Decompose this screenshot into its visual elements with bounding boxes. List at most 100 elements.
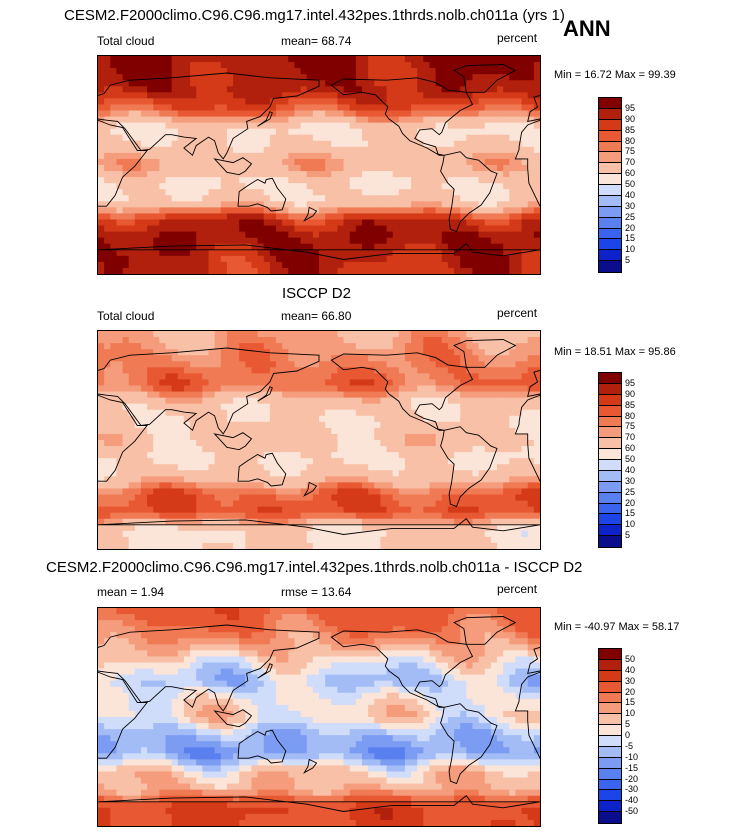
contour-cell bbox=[472, 343, 480, 350]
contour-cell bbox=[190, 98, 197, 106]
contour-cell bbox=[454, 134, 461, 142]
contour-cell bbox=[257, 464, 265, 471]
contour-cell bbox=[300, 452, 308, 459]
contour-cell bbox=[153, 158, 160, 166]
contour-cell bbox=[355, 146, 363, 154]
panel2-map bbox=[97, 330, 541, 550]
contour-cell bbox=[441, 409, 449, 417]
contour-cell bbox=[533, 237, 540, 245]
contour-cell bbox=[497, 219, 504, 227]
contour-cell bbox=[355, 518, 363, 526]
contour-cell bbox=[380, 122, 388, 130]
contour-cell bbox=[386, 494, 394, 502]
contour-cell bbox=[343, 446, 351, 453]
contour-cell bbox=[503, 427, 510, 435]
contour-cell bbox=[202, 195, 210, 202]
contour-cell bbox=[331, 524, 339, 532]
contour-cell bbox=[325, 68, 332, 75]
contour-cell bbox=[386, 110, 394, 118]
contour-cell bbox=[263, 506, 271, 514]
contour-cell bbox=[220, 237, 228, 245]
contour-cell bbox=[380, 165, 388, 172]
contour-cell bbox=[239, 201, 246, 208]
contour-cell bbox=[435, 152, 443, 160]
contour-cell bbox=[183, 261, 191, 269]
contour-cell bbox=[509, 361, 517, 368]
contour-cell bbox=[177, 267, 185, 274]
contour-cell bbox=[454, 361, 461, 368]
contour-cell bbox=[454, 464, 461, 471]
contour-cell bbox=[497, 134, 504, 142]
contour-cell bbox=[263, 158, 271, 166]
contour-cell bbox=[441, 56, 449, 63]
contour-cell bbox=[349, 385, 357, 393]
contour-cell bbox=[245, 86, 253, 93]
contour-cell bbox=[153, 452, 160, 459]
contour-cell bbox=[460, 415, 467, 423]
contour-cell bbox=[128, 373, 136, 381]
contour-cell bbox=[263, 122, 271, 130]
contour-cell bbox=[374, 146, 381, 154]
contour-cell bbox=[355, 512, 363, 520]
contour-cell bbox=[380, 86, 388, 93]
contour-cell bbox=[460, 349, 467, 356]
contour-cell bbox=[165, 68, 173, 75]
contour-cell bbox=[263, 195, 271, 202]
contour-cell bbox=[497, 415, 504, 423]
contour-cell bbox=[503, 183, 510, 190]
contour-cell bbox=[300, 62, 308, 69]
contour-cell bbox=[355, 86, 363, 93]
contour-cell bbox=[220, 128, 228, 136]
contour-cell bbox=[104, 397, 111, 405]
contour-cell bbox=[233, 482, 240, 490]
contour-cell bbox=[392, 331, 400, 338]
contour-cell bbox=[294, 409, 302, 417]
contour-cell bbox=[374, 237, 381, 245]
contour-cell bbox=[116, 189, 124, 196]
contour-cell bbox=[527, 128, 535, 136]
contour-cell bbox=[521, 355, 529, 362]
contour-cell bbox=[122, 500, 130, 508]
contour-cell bbox=[484, 458, 492, 465]
contour-cell bbox=[472, 195, 480, 202]
contour-cell bbox=[521, 225, 529, 233]
contour-cell bbox=[245, 446, 253, 453]
contour-cell bbox=[153, 464, 160, 471]
contour-cell bbox=[343, 249, 351, 257]
contour-cell bbox=[509, 152, 517, 160]
contour-cell bbox=[110, 446, 118, 453]
contour-cell bbox=[288, 104, 296, 112]
contour-cell bbox=[159, 243, 167, 251]
contour-cell bbox=[509, 440, 517, 447]
contour-cell bbox=[319, 152, 326, 160]
contour-cell bbox=[447, 243, 455, 251]
contour-cell bbox=[226, 165, 234, 172]
contour-cell bbox=[355, 403, 363, 411]
contour-cell bbox=[122, 524, 130, 532]
contour-cell bbox=[257, 134, 265, 142]
contour-cell bbox=[98, 494, 105, 502]
contour-cell bbox=[374, 207, 381, 215]
contour-cell bbox=[533, 367, 540, 374]
contour-cell bbox=[147, 80, 154, 87]
contour-cell bbox=[171, 225, 179, 233]
contour-cell bbox=[386, 506, 394, 514]
contour-cell bbox=[355, 92, 363, 99]
contour-cell bbox=[128, 415, 136, 423]
contour-cell bbox=[282, 506, 289, 514]
contour-cell bbox=[282, 337, 289, 344]
contour-cell bbox=[226, 183, 234, 190]
contour-cell bbox=[312, 56, 320, 63]
contour-cell bbox=[349, 415, 357, 423]
contour-cell bbox=[343, 488, 351, 496]
contour-cell bbox=[380, 92, 388, 99]
contour-cell bbox=[478, 446, 486, 453]
contour-cell bbox=[417, 349, 424, 356]
contour-cell bbox=[478, 367, 486, 374]
contour-cell bbox=[411, 427, 418, 435]
contour-cell bbox=[435, 62, 443, 69]
contour-cell bbox=[337, 195, 345, 202]
contour-cell bbox=[503, 171, 510, 178]
contour-cell bbox=[509, 409, 517, 417]
contour-cell bbox=[368, 415, 375, 423]
